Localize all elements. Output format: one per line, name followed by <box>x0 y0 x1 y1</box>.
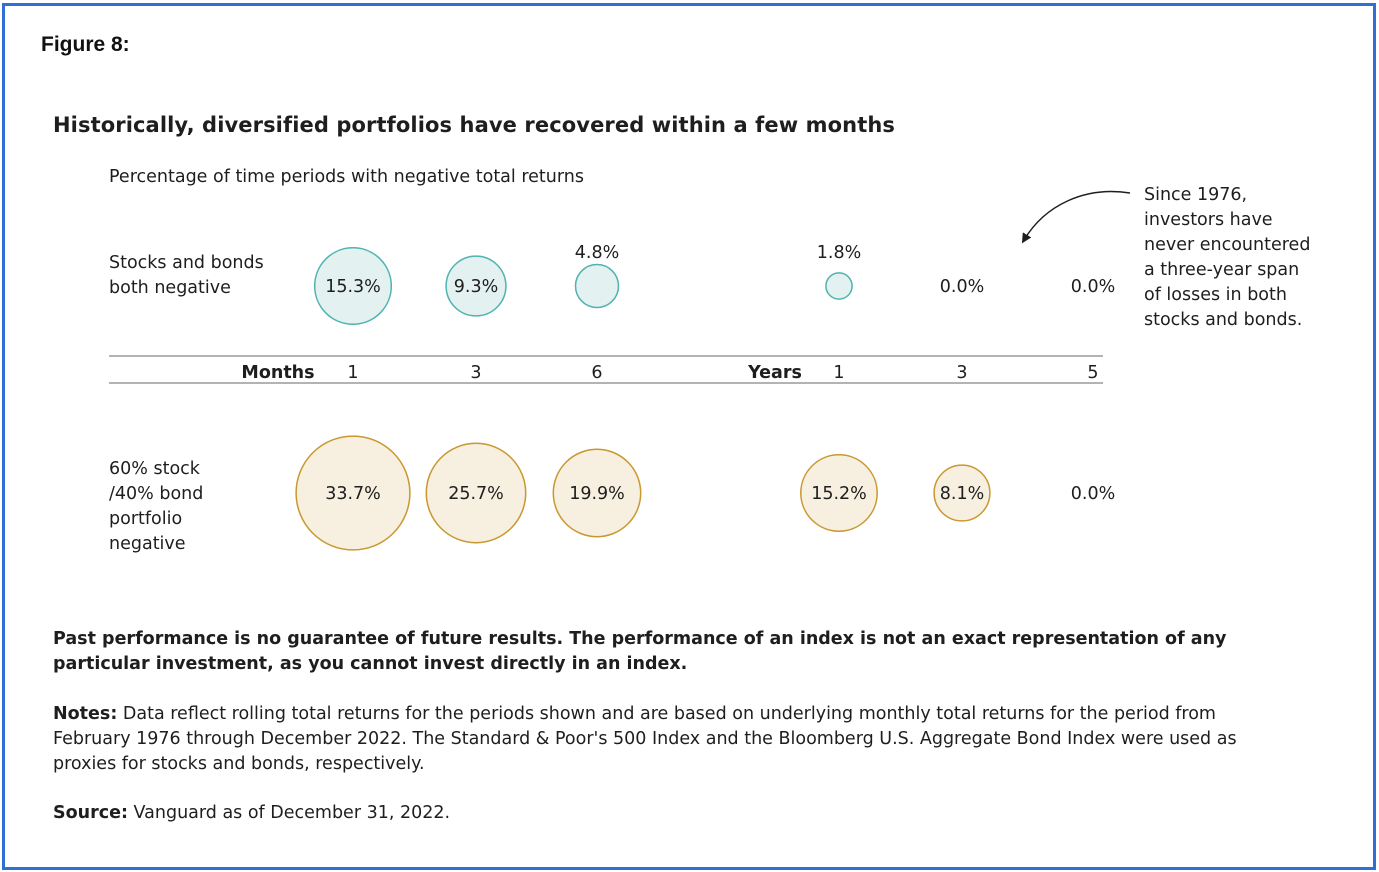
row-label-60-40-portfolio: 60% stock /40% bond portfolio negative <box>109 459 204 554</box>
axis-tick-label: 3 <box>470 363 481 383</box>
bubble-1-1 <box>313 246 393 326</box>
chart-title: Historically, diversified portfolios hav… <box>53 113 896 137</box>
row-label-stocks-bonds: Stocks and bonds both negative <box>109 253 264 298</box>
data-label: 9.3% <box>454 277 498 297</box>
axis-group-label-months: Months <box>241 363 314 383</box>
axis-tick-label: 6 <box>591 363 602 383</box>
annotation-text: Since 1976, investors have never encounter… <box>1144 185 1310 330</box>
disclaimer-text: Past performance is no guarantee of futu… <box>53 629 1227 674</box>
data-label: 0.0% <box>1071 484 1115 504</box>
axis-group-label-years: Years <box>747 363 802 383</box>
bubble-1-2 <box>445 255 507 317</box>
data-label: 15.2% <box>811 484 867 504</box>
bubble-2-4 <box>800 454 878 532</box>
data-label: 0.0% <box>940 277 984 297</box>
data-label: 4.8% <box>575 243 619 263</box>
axis-tick-label: 1 <box>833 363 844 383</box>
data-label: 19.9% <box>569 484 625 504</box>
notes-label: Notes: <box>53 704 118 724</box>
bubble-2-3 <box>552 448 642 538</box>
bubble-2-5 <box>933 464 991 522</box>
axis-tick-label: 1 <box>347 363 358 383</box>
data-label: 25.7% <box>448 484 504 504</box>
bubble-2-2 <box>425 442 527 544</box>
source-body: Vanguard as of December 31, 2022. <box>127 803 451 823</box>
notes-body: Data reflect rolling total returns for t… <box>53 704 1237 774</box>
annotation-arrow <box>1021 190 1131 244</box>
bubble-2-1 <box>295 435 411 551</box>
data-label: 33.7% <box>325 484 381 504</box>
data-label: 0.0% <box>1071 277 1115 297</box>
source-text: Source: Vanguard as of December 31, 2022… <box>53 801 1293 826</box>
bubble-1-3 <box>574 263 620 309</box>
bubble-1-4 <box>825 272 853 300</box>
figure-frame <box>2 3 1376 870</box>
notes-text: Notes: Data reflect rolling total return… <box>53 702 1293 777</box>
data-label: 15.3% <box>325 277 381 297</box>
axis-tick-label: 3 <box>956 363 967 383</box>
data-label: 1.8% <box>817 243 861 263</box>
axis-tick-label: 5 <box>1087 363 1098 383</box>
chart-subtitle: Percentage of time periods with negative… <box>109 167 584 187</box>
source-label: Source: <box>53 803 128 823</box>
data-label: 8.1% <box>940 484 984 504</box>
figure-label: Figure 8: <box>41 33 130 56</box>
